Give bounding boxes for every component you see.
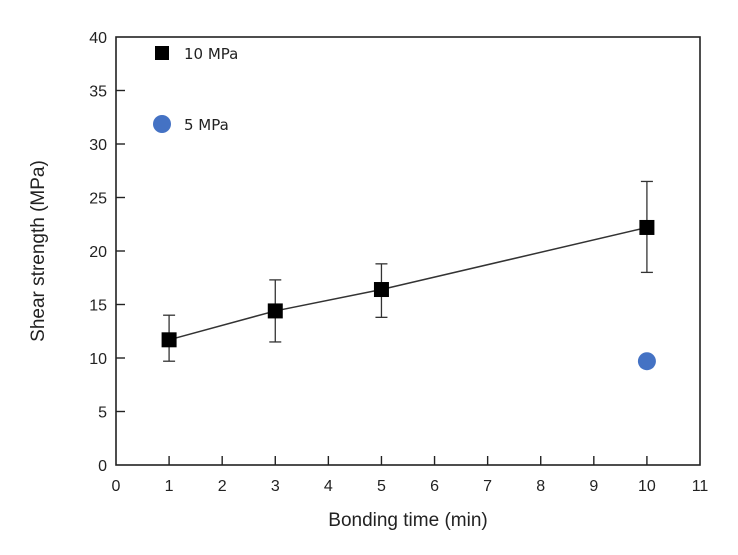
x-tick-label: 4 bbox=[324, 478, 333, 495]
series-line bbox=[168, 226, 648, 341]
x-tick-label: 11 bbox=[692, 478, 709, 495]
y-tick-label: 20 bbox=[89, 244, 107, 261]
legend-circle-icon bbox=[153, 115, 171, 133]
data-point-square bbox=[639, 219, 655, 235]
x-tick-label: 7 bbox=[483, 478, 492, 495]
data-point-square bbox=[373, 282, 389, 298]
x-axis: 0 1 2 3 4 5 6 7 8 9 10 11 bbox=[112, 456, 709, 495]
y-tick-label: 0 bbox=[98, 458, 107, 475]
legend-square-icon bbox=[155, 46, 169, 60]
x-tick-label: 3 bbox=[271, 478, 280, 495]
x-tick-label: 0 bbox=[112, 478, 121, 495]
data-point-square bbox=[267, 303, 283, 319]
x-tick-label: 1 bbox=[165, 478, 174, 495]
data-point-square bbox=[161, 332, 177, 348]
y-tick-label: 35 bbox=[89, 84, 107, 101]
y-axis-label: Shear strength (MPa) bbox=[28, 160, 49, 342]
x-tick-label: 5 bbox=[377, 478, 386, 495]
legend-label: 10 MPa bbox=[184, 45, 238, 63]
data-point-circle bbox=[637, 352, 656, 371]
legend: 10 MPa 5 MPa bbox=[153, 45, 238, 134]
x-axis-label: Bonding time (min) bbox=[328, 510, 487, 531]
x-tick-label: 10 bbox=[638, 478, 656, 495]
x-tick-label: 9 bbox=[589, 478, 598, 495]
y-tick-label: 10 bbox=[89, 351, 107, 368]
y-tick-label: 40 bbox=[89, 30, 107, 47]
x-tick-label: 8 bbox=[536, 478, 545, 495]
y-tick-label: 30 bbox=[89, 137, 107, 154]
legend-label: 5 MPa bbox=[184, 116, 229, 134]
x-tick-label: 6 bbox=[430, 478, 439, 495]
plot-marks bbox=[161, 180, 656, 371]
y-tick-label: 15 bbox=[89, 298, 107, 315]
y-tick-label: 25 bbox=[89, 191, 107, 208]
x-tick-label: 2 bbox=[218, 478, 227, 495]
y-axis: 0 5 10 15 20 25 30 35 40 bbox=[89, 30, 125, 475]
y-tick-label: 5 bbox=[98, 405, 107, 422]
plot-frame bbox=[115, 36, 701, 466]
